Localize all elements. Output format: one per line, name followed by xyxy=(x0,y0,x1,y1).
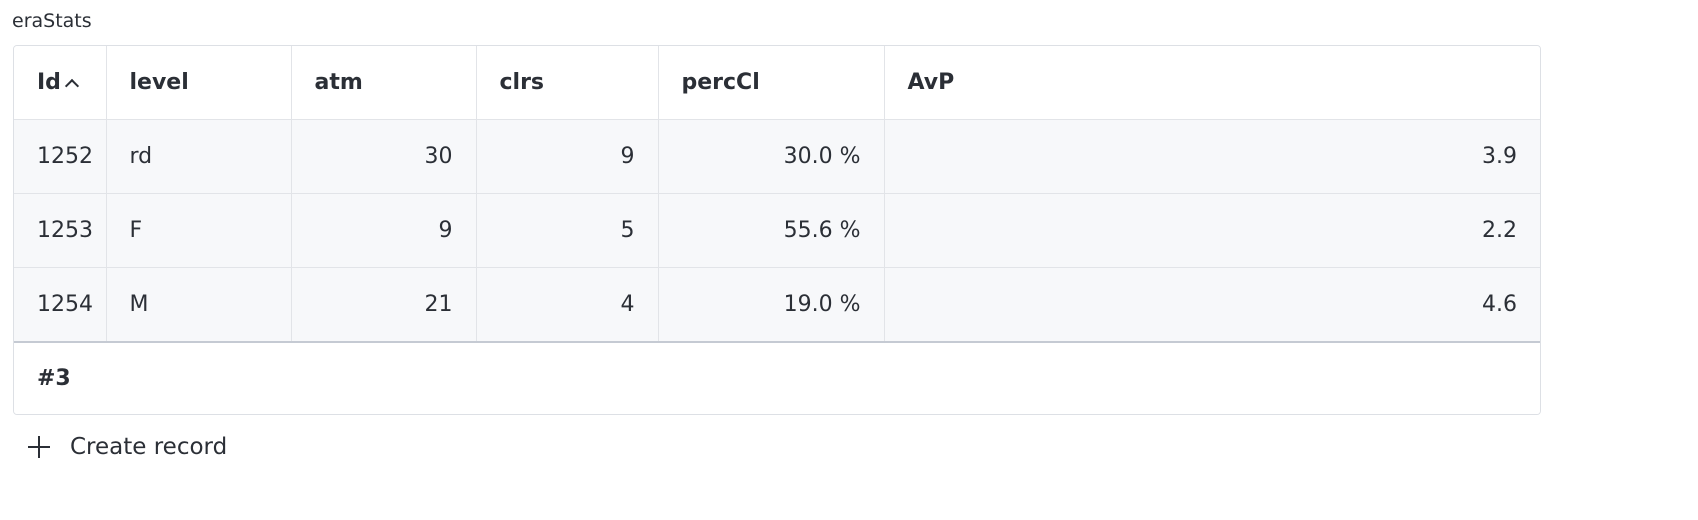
table-cell: 30.0 % xyxy=(658,119,885,194)
table-cell: 2.2 xyxy=(884,193,1540,268)
table-cell: 30 xyxy=(291,119,477,194)
table-cell: 5 xyxy=(476,193,659,268)
table-cell: rd xyxy=(106,119,292,194)
table-cell: F xyxy=(106,193,292,268)
table-row: 1254 M 21 4 19.0 % 4.6 xyxy=(14,267,1540,343)
table-cell: 1254 xyxy=(14,267,107,343)
column-header-label: percCl xyxy=(681,70,760,95)
column-header[interactable]: Id xyxy=(14,46,107,120)
sort-icon xyxy=(64,78,80,94)
table-cell: 3.9 xyxy=(884,119,1540,194)
table-cell: 4 xyxy=(476,267,659,343)
table-row: 1253 F 9 5 55.6 % 2.2 xyxy=(14,193,1540,268)
table-cell: 4.6 xyxy=(884,267,1540,343)
plus-icon xyxy=(28,436,50,458)
header-row: Id level atm clrs percCl AvP xyxy=(14,46,1540,120)
column-header-label: Id xyxy=(37,70,61,95)
column-header[interactable]: percCl xyxy=(658,46,885,120)
column-header-label: atm xyxy=(314,70,363,95)
table-cell: M xyxy=(106,267,292,343)
table-cell: 1252 xyxy=(14,119,107,194)
table-cell: 9 xyxy=(291,193,477,268)
table-cell: 21 xyxy=(291,267,477,343)
create-record-button[interactable]: Create record xyxy=(28,434,227,460)
column-header[interactable]: level xyxy=(106,46,292,120)
table-title: eraStats xyxy=(12,10,92,32)
column-header-label: clrs xyxy=(499,70,545,95)
table-cell: 9 xyxy=(476,119,659,194)
table-cell: 19.0 % xyxy=(658,267,885,343)
table-cell: 55.6 % xyxy=(658,193,885,268)
column-header[interactable]: AvP xyxy=(884,46,1540,120)
column-header[interactable]: atm xyxy=(291,46,477,120)
record-count: #3 xyxy=(14,342,1540,414)
create-record-label: Create record xyxy=(70,434,228,460)
table-cell: 1253 xyxy=(14,193,107,268)
column-header-label: level xyxy=(129,70,189,95)
footer-row: #3 xyxy=(14,342,1540,414)
column-header[interactable]: clrs xyxy=(476,46,659,120)
column-header-label: AvP xyxy=(907,70,955,95)
